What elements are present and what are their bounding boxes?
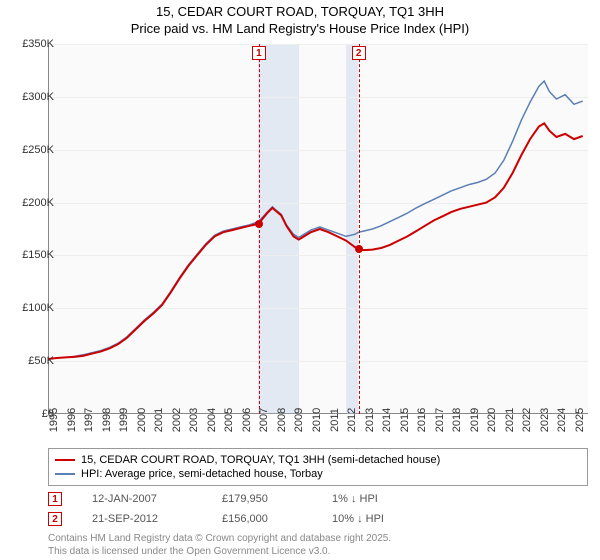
legend-row-hpi: HPI: Average price, semi-detached house,… [55, 467, 581, 481]
x-axis-tick-label: 2014 [381, 408, 393, 432]
legend-label-hpi: HPI: Average price, semi-detached house,… [81, 468, 323, 480]
x-axis-tick-label: 2022 [521, 408, 533, 432]
x-axis-tick-label: 2021 [504, 408, 516, 432]
x-axis-tick-label: 2020 [486, 408, 498, 432]
x-axis-tick-label: 1998 [101, 408, 113, 432]
x-axis-tick-label: 2023 [539, 408, 551, 432]
footnote-line2: This data is licensed under the Open Gov… [48, 545, 588, 558]
x-axis-tick-label: 2015 [399, 408, 411, 432]
x-axis-tick-label: 2005 [223, 408, 235, 432]
chart-plot-area: 12 [48, 44, 588, 414]
footnote: Contains HM Land Registry data © Crown c… [48, 532, 588, 558]
x-axis-tick-label: 2004 [206, 408, 218, 432]
sale-hpi-delta: 1% ↓ HPI [332, 493, 378, 505]
x-axis-tick-label: 2012 [346, 408, 358, 432]
x-axis-tick-label: 2002 [171, 408, 183, 432]
x-axis-tick-label: 2016 [416, 408, 428, 432]
series-price_paid [48, 123, 583, 359]
x-axis-tick-label: 2001 [153, 408, 165, 432]
y-axis-tick-label: £300K [22, 91, 54, 103]
title-line2: Price paid vs. HM Land Registry's House … [0, 21, 600, 38]
sale-badge: 1 [48, 492, 62, 506]
x-axis-tick-label: 1996 [66, 408, 78, 432]
sale-date: 21-SEP-2012 [92, 513, 192, 525]
x-axis-tick-label: 2024 [556, 408, 568, 432]
x-axis-tick-label: 2025 [574, 408, 586, 432]
footnote-line1: Contains HM Land Registry data © Crown c… [48, 532, 588, 545]
x-axis-tick-label: 2000 [136, 408, 148, 432]
sale-badge: 2 [48, 512, 62, 526]
sale-marker-dot [255, 220, 263, 228]
y-axis-tick-label: £50K [28, 355, 54, 367]
x-axis-tick-label: 2003 [188, 408, 200, 432]
title-line1: 15, CEDAR COURT ROAD, TORQUAY, TQ1 3HH [0, 4, 600, 21]
sale-marker-badge: 1 [252, 46, 266, 60]
y-axis-tick-label: £350K [22, 38, 54, 50]
x-axis-tick-label: 2008 [276, 408, 288, 432]
series-hpi [48, 81, 583, 359]
legend-box: 15, CEDAR COURT ROAD, TORQUAY, TQ1 3HH (… [48, 448, 588, 486]
legend-row-price-paid: 15, CEDAR COURT ROAD, TORQUAY, TQ1 3HH (… [55, 453, 581, 467]
chart-title: 15, CEDAR COURT ROAD, TORQUAY, TQ1 3HH P… [0, 0, 600, 38]
sale-marker-line [359, 44, 360, 414]
x-axis-tick-label: 2006 [241, 408, 253, 432]
sale-marker-dot [355, 245, 363, 253]
x-axis-tick-label: 2011 [329, 408, 341, 432]
sale-price: £179,950 [222, 493, 302, 505]
y-axis-tick-label: £200K [22, 197, 54, 209]
y-axis-tick-label: £100K [22, 302, 54, 314]
x-axis-tick-label: 2013 [364, 408, 376, 432]
legend-label-price-paid: 15, CEDAR COURT ROAD, TORQUAY, TQ1 3HH (… [81, 454, 440, 466]
x-axis-tick-label: 2019 [469, 408, 481, 432]
legend-swatch-hpi [55, 473, 75, 475]
legend-swatch-price-paid [55, 459, 75, 461]
y-axis-tick-label: £150K [22, 249, 54, 261]
sale-record-row: 1 12-JAN-2007 £179,950 1% ↓ HPI [48, 492, 588, 506]
sale-marker-line [259, 44, 260, 414]
x-axis-tick-label: 2009 [293, 408, 305, 432]
sale-record-row: 2 21-SEP-2012 £156,000 10% ↓ HPI [48, 512, 588, 526]
y-axis-tick-label: £250K [22, 144, 54, 156]
sale-marker-badge: 2 [352, 46, 366, 60]
x-axis-tick-label: 1999 [118, 408, 130, 432]
sale-hpi-delta: 10% ↓ HPI [332, 513, 384, 525]
x-axis-tick-label: 2007 [258, 408, 270, 432]
sale-date: 12-JAN-2007 [92, 493, 192, 505]
x-axis-tick-label: 2018 [451, 408, 463, 432]
sale-price: £156,000 [222, 513, 302, 525]
x-axis-tick-label: 1997 [83, 408, 95, 432]
chart-lines [48, 44, 588, 414]
x-axis-tick-label: 2010 [311, 408, 323, 432]
x-axis-tick-label: 2017 [434, 408, 446, 432]
legend-and-footer: 15, CEDAR COURT ROAD, TORQUAY, TQ1 3HH (… [48, 448, 588, 558]
x-axis-tick-label: 1995 [48, 408, 60, 432]
